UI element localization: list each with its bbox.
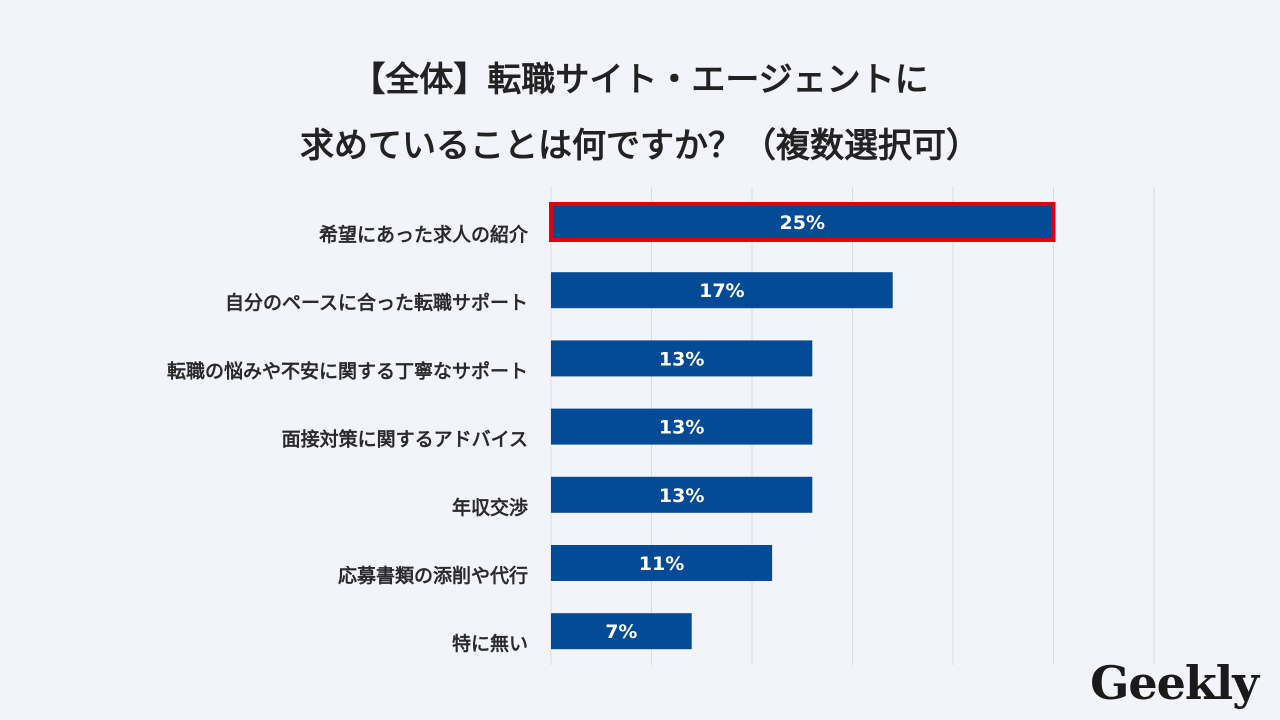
bar	[551, 545, 773, 581]
bar	[551, 272, 893, 309]
bar	[551, 408, 813, 445]
category-label: 自分のペースに合った転職サポート	[225, 291, 528, 314]
chart-title-line1: 【全体】転職サイト・エージェントに	[351, 60, 929, 100]
category-label: 転職の悩みや不安に関する丁寧なサポート	[167, 359, 528, 382]
bar-value-label: 25%	[780, 212, 825, 234]
bar	[551, 340, 813, 377]
bar	[551, 613, 692, 650]
bar-value-label: 7%	[605, 621, 637, 643]
bar-value-label: 17%	[699, 280, 744, 302]
category-label: 面接対策に関するアドバイス	[282, 428, 528, 451]
bar	[551, 204, 1054, 240]
category-label: 年収交渉	[452, 496, 528, 519]
bar-value-label: 13%	[659, 348, 704, 370]
chart-title-line2: 求めていることは何ですか？（複数選択可）	[300, 126, 980, 166]
category-label: 特に無い	[452, 632, 528, 655]
bar	[551, 476, 813, 513]
geekly-logo: Geekly	[1090, 656, 1259, 710]
category-label: 応募書類の添削や代行	[338, 564, 528, 587]
category-label: 希望にあった求人の紹介	[319, 223, 529, 246]
highlight-border	[549, 202, 1056, 242]
bar-value-label: 13%	[659, 485, 704, 507]
bar-value-label: 11%	[639, 553, 684, 575]
bar-value-label: 13%	[659, 417, 704, 439]
